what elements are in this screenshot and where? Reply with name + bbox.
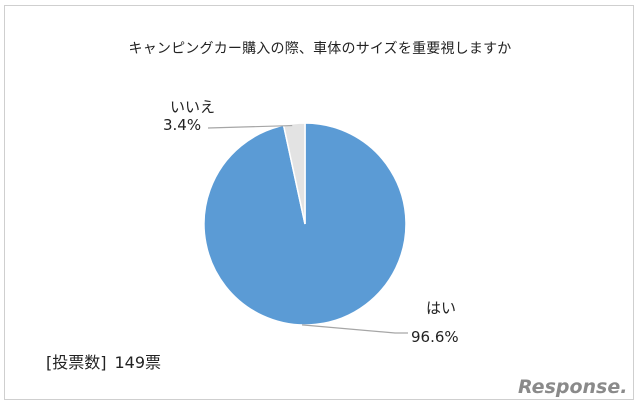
vote-count-value: 149票 (114, 353, 162, 372)
vote-count-label: [投票数] (46, 353, 107, 372)
slice-name-no: いいえ (170, 98, 216, 116)
slice-name-yes: はい (426, 299, 457, 317)
response-logo: Response. (518, 376, 627, 398)
slice-value-no: 3.4% (163, 116, 202, 134)
slice-value-yes: 96.6% (411, 328, 459, 346)
response-logo-text: Response. (518, 376, 627, 398)
leader-line-no (207, 124, 293, 129)
vote-count: [投票数] 149票 (46, 349, 169, 373)
chart-title: キャンピングカー購入の際、車体のサイズを重要視しますか (128, 41, 512, 57)
leader-line-yes (301, 324, 408, 334)
